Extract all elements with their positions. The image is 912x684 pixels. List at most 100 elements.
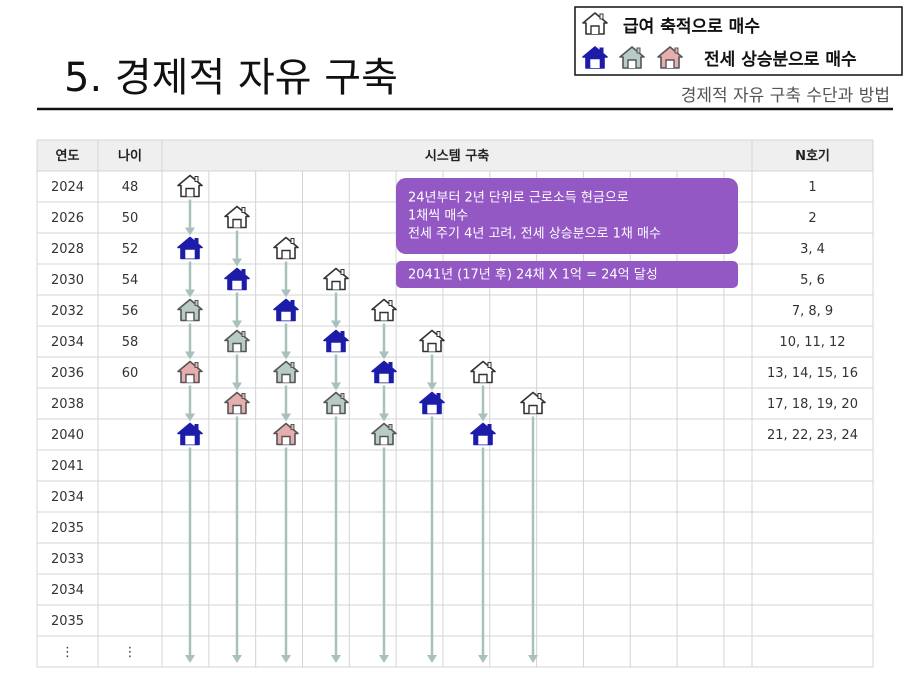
house-icon (273, 422, 299, 446)
house-door (281, 311, 291, 321)
arrow-head (281, 289, 291, 298)
house-door (185, 311, 195, 321)
house-door (427, 404, 437, 414)
house-icon (177, 360, 203, 384)
house-icon (323, 267, 349, 291)
n-cell: 7, 8, 9 (792, 304, 833, 319)
arrow-head (185, 413, 195, 422)
house-door (232, 218, 242, 228)
house-chimney (194, 176, 199, 182)
house-chimney (290, 300, 295, 306)
house-chimney (290, 362, 295, 368)
house-chimney (388, 300, 393, 306)
legend-item: 전세 상승분으로 매수 (704, 50, 857, 70)
year-cell: 2030 (51, 273, 84, 288)
subtitle: 경제적 자유 구축 수단과 방법 (681, 86, 890, 106)
house-chimney (388, 362, 393, 368)
house-chimney (340, 393, 345, 399)
age-cell: 50 (122, 211, 139, 226)
house-door (665, 59, 675, 68)
age-cell: 54 (122, 273, 139, 288)
arrow-head (427, 382, 437, 391)
n-cell: 1 (808, 180, 816, 195)
house-chimney (290, 238, 295, 244)
house-icon (177, 236, 203, 260)
age-cell: 60 (122, 366, 139, 381)
legend-item: 급여 축적으로 매수 (623, 17, 760, 37)
arrow-head (281, 413, 291, 422)
arrow-head (379, 655, 389, 663)
house-door (232, 404, 242, 414)
house-door (478, 373, 488, 383)
house-icon (470, 422, 496, 446)
house-chimney (537, 393, 542, 399)
house-door (590, 25, 600, 34)
house-door (185, 435, 195, 445)
house-chimney (241, 393, 246, 399)
year-cell: 2033 (51, 552, 84, 567)
house-door (185, 373, 195, 383)
n-cell: 21, 22, 23, 24 (767, 428, 858, 443)
note-text: 1채씩 매수 (408, 209, 468, 224)
house-door (331, 280, 341, 290)
house-door (232, 280, 242, 290)
age-cell: ⋮ (124, 645, 137, 660)
house-icon (273, 236, 299, 260)
house-chimney (340, 269, 345, 275)
house-icon (619, 46, 645, 69)
arrow-head (232, 655, 242, 663)
arrow-head (478, 413, 488, 422)
n-cell: 13, 14, 15, 16 (767, 366, 858, 381)
arrow-head (185, 351, 195, 360)
arrow-head (185, 655, 195, 663)
arrow-head (379, 351, 389, 360)
house-door (281, 373, 291, 383)
year-cell: 2038 (51, 397, 84, 412)
house-icon (224, 205, 250, 229)
house-door (281, 435, 291, 445)
note-text: 24년부터 2년 단위로 근로소득 현금으로 (408, 191, 629, 206)
title: 5. 경제적 자유 구축 (64, 55, 398, 101)
year-cell: 2034 (51, 490, 84, 505)
house-chimney (388, 424, 393, 430)
header-cell: 시스템 구축 (425, 148, 489, 164)
house-icon (371, 360, 397, 384)
house-icon (657, 46, 683, 69)
house-chimney (290, 424, 295, 430)
house-door (331, 342, 341, 352)
house-chimney (194, 300, 199, 306)
house-icon (520, 391, 546, 415)
house-chimney (340, 331, 345, 337)
house-door (627, 59, 637, 68)
arrow-head (232, 320, 242, 329)
arrow-head (528, 655, 538, 663)
house-icon (224, 391, 250, 415)
note-text: 2041년 (17년 후) 24채 X 1억 = 24억 달성 (408, 268, 658, 283)
header-cell: N호기 (795, 149, 830, 164)
house-icon (273, 298, 299, 322)
arrow-head (331, 320, 341, 329)
house-chimney (674, 47, 679, 54)
house-chimney (194, 238, 199, 244)
arrow-head (427, 655, 437, 663)
header-cell: 나이 (118, 148, 142, 164)
arrow-head (185, 227, 195, 236)
house-door (427, 342, 437, 352)
house-icon (419, 391, 445, 415)
arrow-head (232, 382, 242, 391)
house-icon (582, 46, 608, 69)
year-cell: 2040 (51, 428, 84, 443)
header-bg (37, 140, 873, 171)
note-box (396, 261, 738, 288)
arrow-head (331, 382, 341, 391)
house-icon (323, 329, 349, 353)
year-cell: 2026 (51, 211, 84, 226)
year-cell: 2034 (51, 583, 84, 598)
house-door (528, 404, 538, 414)
age-cell: 58 (122, 335, 139, 350)
house-chimney (436, 331, 441, 337)
house-icon (177, 422, 203, 446)
arrow-head (185, 289, 195, 298)
arrow-head (478, 655, 488, 663)
